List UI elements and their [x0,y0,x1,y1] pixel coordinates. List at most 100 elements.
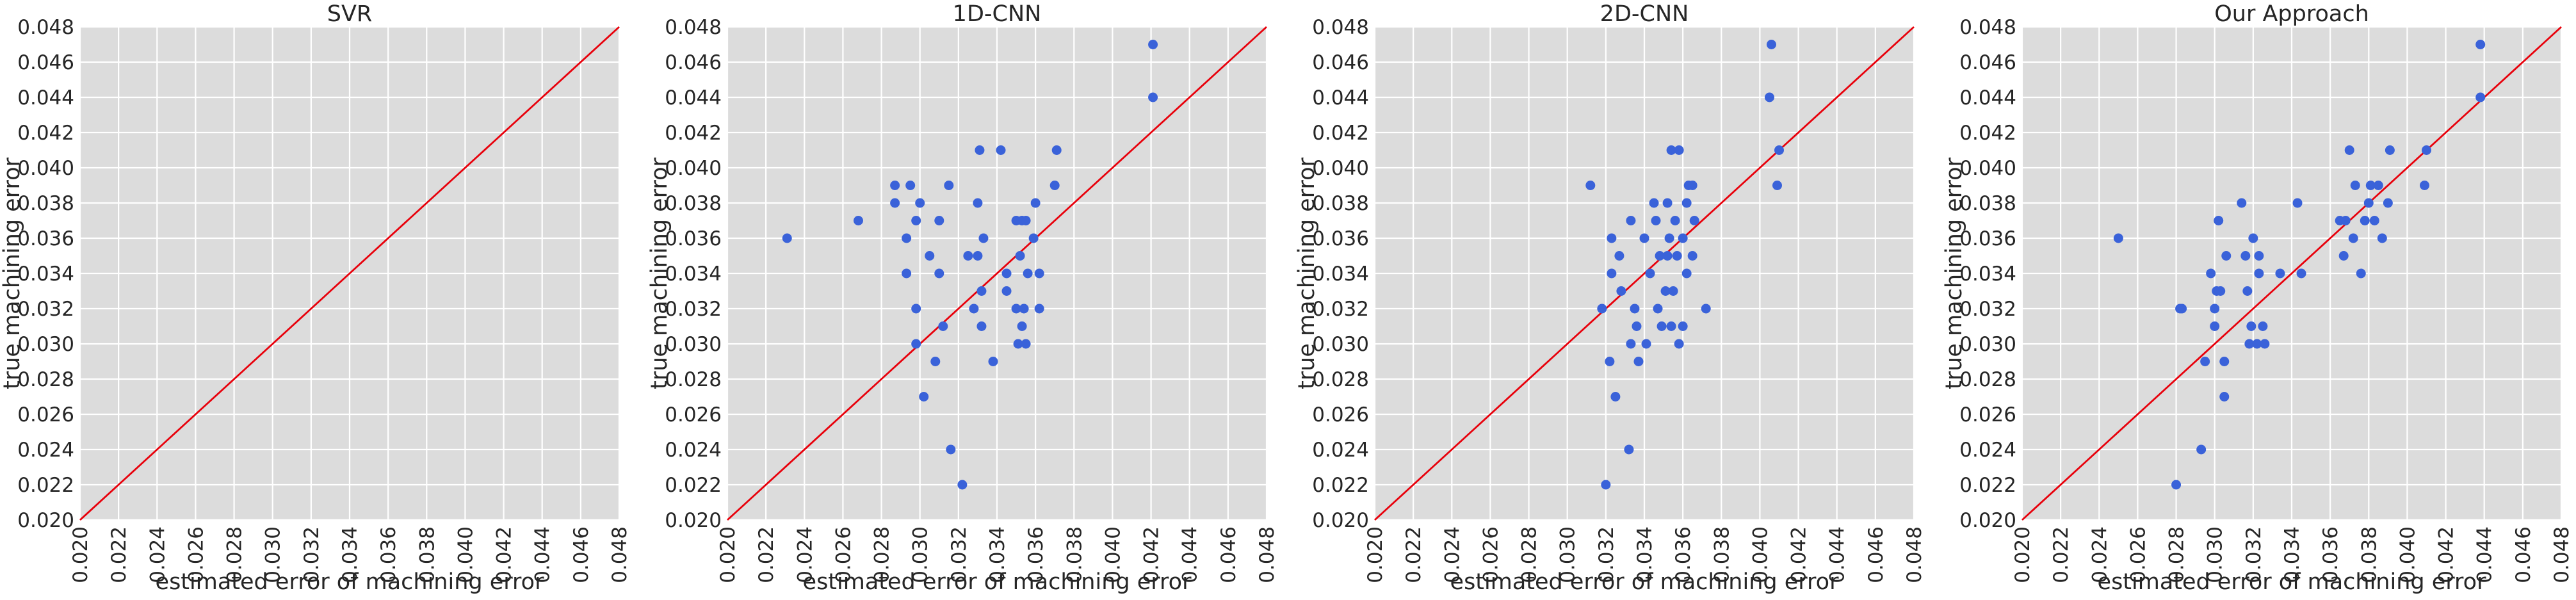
data-point [1641,339,1651,349]
data-point [1019,304,1029,314]
data-point [915,198,925,208]
data-point [919,392,929,401]
data-point [2260,339,2270,349]
x-tick-label: 0.044 [531,526,555,583]
data-point [1689,216,1699,225]
y-tick-label: 0.044 [665,86,722,109]
data-point [973,251,983,261]
y-tick-label: 0.022 [1959,474,2016,497]
data-point [1015,251,1025,261]
panel-2: 0.020 0.022 0.024 0.026 0.028 0.030 0.032 0.034… [647,1,1279,595]
y-tick-label: 0.026 [1959,403,2016,426]
data-point [1597,304,1607,314]
y-tick-label: 0.020 [17,509,74,532]
y-tick-label: 0.042 [17,122,74,145]
data-point [1657,321,1667,331]
x-tick-label: 0.042 [493,526,516,583]
data-point [2252,339,2262,349]
data-point [2248,233,2258,243]
x-tick-label: 0.026 [832,526,855,583]
data-point [2196,444,2207,455]
data-point [1001,286,1012,296]
data-point [1670,216,1680,225]
x-tick-label: 0.036 [1672,526,1695,583]
y-tick-labels: 0.020 0.022 0.024 0.026 0.028 0.030 0.032 0.034… [1959,16,2016,532]
y-tick-label: 0.020 [665,509,722,532]
data-point [1001,268,1012,279]
x-tick-labels: 0.020 0.022 0.024 0.026 0.028 0.030 0.032 0.034… [717,526,1279,583]
y-tick-label: 0.028 [17,368,74,391]
x-tick-label: 0.020 [1364,526,1387,583]
data-point [925,251,935,261]
data-point [2344,145,2354,155]
points [782,40,1158,490]
x-tick-label: 0.028 [223,526,247,583]
grid [2021,26,2563,521]
data-point [1645,268,1655,279]
data-point [1632,321,1642,331]
y-tick-labels: 0.020 0.022 0.024 0.026 0.028 0.030 0.032 0.034… [17,16,74,532]
x-tick-label: 0.030 [2204,526,2227,583]
data-point [2258,321,2268,331]
data-point [1585,181,1596,190]
points [2113,40,2486,490]
data-point [1662,251,1673,261]
x-tick-label: 0.022 [2050,526,2073,583]
data-point [1028,233,1039,243]
data-point [2373,181,2383,190]
y-tick-label: 0.048 [17,16,74,39]
data-point [2338,251,2349,261]
data-point [2214,216,2224,225]
data-point [2254,251,2264,261]
data-point [1639,233,1649,243]
x-tick-label: 0.038 [1710,526,1733,583]
panel-1: 0.020 0.022 0.024 0.026 0.028 0.030 0.032 0.034… [0,1,631,595]
x-tick-labels: 0.020 0.022 0.024 0.026 0.028 0.030 0.032 0.034… [2011,526,2573,583]
data-point [1614,251,1624,261]
x-tick-label: 0.034 [1633,526,1657,583]
data-point [1666,145,1676,155]
x-tick-label: 0.034 [339,526,362,583]
x-tick-label: 0.038 [416,526,439,583]
data-point [1678,233,1688,243]
data-point [1633,357,1644,366]
data-point [930,357,941,366]
data-point [911,339,921,349]
data-point [1034,304,1044,314]
data-point [2240,251,2251,261]
y-tick-label: 0.044 [1312,86,1369,109]
data-point [963,251,973,261]
y-tick-label: 0.042 [1312,122,1369,145]
x-tick-label: 0.046 [1217,526,1240,583]
x-tick-label: 0.042 [1140,526,1163,583]
data-point [2356,268,2366,279]
x-tick-label: 0.020 [69,526,92,583]
data-point [2246,321,2256,331]
x-tick-label: 0.030 [262,526,285,583]
y-tick-label: 0.040 [1312,157,1369,180]
y-axis-label: true machining error [0,157,25,389]
reference-line [727,26,1267,521]
data-point [1674,145,1684,155]
data-point [782,233,792,243]
y-tick-labels: 0.020 0.022 0.024 0.026 0.028 0.030 0.032 0.034… [1312,16,1369,532]
y-tick-label: 0.046 [665,51,722,74]
x-axis-label: estimated error of machining error [156,569,545,595]
data-point [2475,40,2486,49]
data-point [1687,181,1697,190]
y-axis-label: true machining error [1294,157,1320,389]
data-point [911,304,921,314]
data-point [1013,339,1023,349]
x-tick-label: 0.044 [2474,526,2497,583]
data-point [2210,321,2220,331]
data-point [975,145,985,155]
y-axis-label: true machining error [1941,157,1967,389]
x-tick-label: 0.040 [1749,526,1772,583]
x-tick-label: 0.048 [2550,526,2573,583]
data-point [976,321,987,331]
data-point [938,321,948,331]
data-point [1148,40,1158,49]
x-tick-label: 0.032 [1595,526,1618,583]
y-tick-label: 0.026 [17,403,74,426]
